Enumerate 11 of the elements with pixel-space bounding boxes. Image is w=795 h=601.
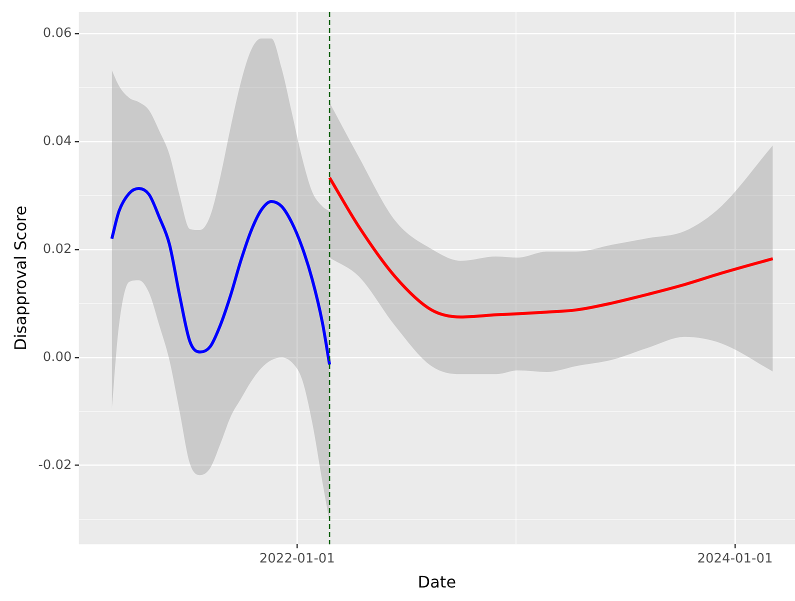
y-tick-label: 0.06 [42, 26, 72, 41]
y-tick-label: 0.00 [42, 350, 72, 365]
x-tick-label: 2024-01-01 [697, 551, 773, 566]
y-tick-label: 0.02 [42, 242, 72, 257]
y-tick-label: 0.04 [42, 134, 72, 149]
line-series [328, 176, 774, 318]
y-tick-label: -0.02 [38, 458, 72, 473]
y-axis-title: Disapproval Score [10, 206, 30, 351]
line-series [110, 187, 332, 366]
x-axis-title: Date [418, 572, 456, 592]
x-tick-label: 2022-01-01 [259, 551, 335, 566]
